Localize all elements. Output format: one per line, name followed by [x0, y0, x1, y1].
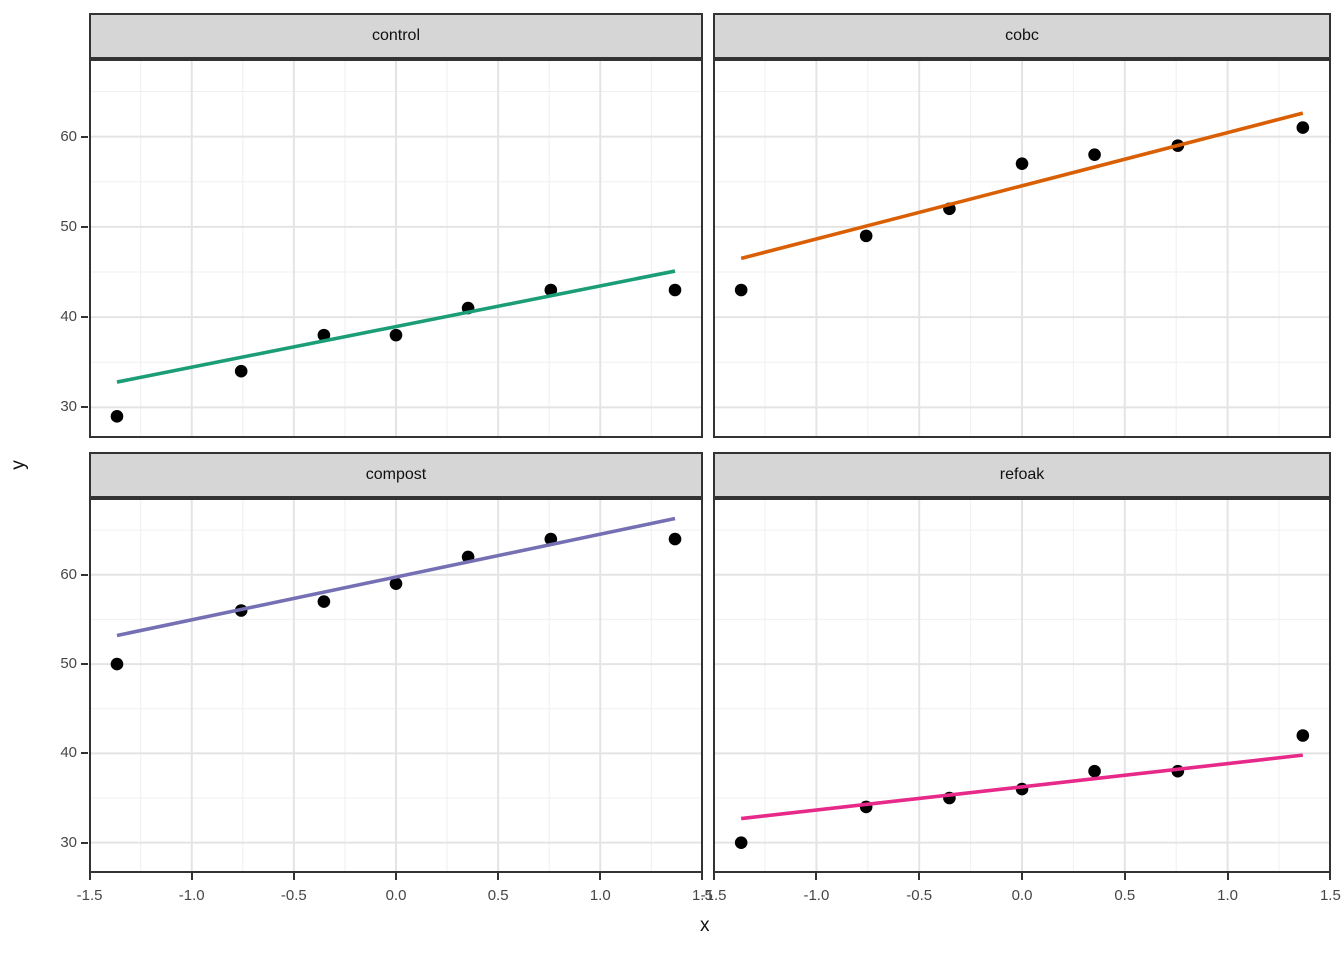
data-point	[317, 595, 331, 608]
x-axis-tick-mark	[815, 873, 818, 880]
facet-plot-control	[89, 59, 703, 438]
data-point	[1296, 121, 1310, 134]
data-point	[734, 283, 748, 297]
y-axis-tick-mark	[81, 573, 88, 576]
data-point	[389, 577, 403, 591]
x-axis-tick-label: -0.5	[280, 887, 307, 904]
data-point	[234, 364, 248, 378]
x-axis-tick-mark	[712, 873, 715, 880]
y-axis-tick-label: 30	[60, 833, 77, 851]
y-axis-tick-mark	[81, 406, 88, 409]
y-axis-tick-label: 40	[60, 744, 77, 762]
x-axis-tick-label: -1.0	[803, 887, 830, 904]
y-axis-tick-mark	[81, 225, 88, 228]
x-axis-tick-label: -0.5	[906, 887, 933, 904]
x-axis-tick-mark	[190, 873, 193, 880]
facet-strip-cobc: cobc	[713, 13, 1331, 59]
facet-plot-refoak	[713, 498, 1331, 873]
y-axis-tick-label: 30	[60, 398, 77, 416]
y-axis-tick-mark	[81, 135, 88, 138]
x-axis-tick-label: 1.5	[691, 887, 713, 904]
x-axis-tick-mark	[599, 873, 602, 880]
x-axis-tick-label: 1.0	[1217, 887, 1238, 904]
x-axis-tick-mark	[1021, 873, 1023, 880]
data-point	[317, 328, 331, 342]
y-axis-tick-label: 60	[60, 565, 77, 583]
facet-plot-cobc	[713, 59, 1331, 438]
data-point	[734, 836, 748, 849]
data-point	[110, 410, 124, 423]
x-axis-tick-label: -1.5	[76, 887, 103, 904]
facet-strip-compost: compost	[89, 452, 703, 498]
facet-strip-label: compost	[365, 466, 427, 483]
data-point	[668, 532, 682, 546]
data-point	[110, 657, 124, 671]
data-point	[389, 328, 403, 342]
data-point	[1015, 157, 1029, 170]
y-axis-title: y	[7, 460, 29, 470]
x-axis-tick-mark	[497, 873, 500, 880]
y-axis-tick-mark	[81, 841, 88, 844]
x-axis-tick-label: 1.0	[589, 887, 611, 904]
y-axis-tick-mark	[81, 316, 88, 319]
x-axis-tick-mark	[1329, 873, 1332, 880]
x-axis-tick-mark	[1123, 873, 1126, 880]
data-point	[1296, 729, 1310, 742]
smooth-line-refoak	[740, 753, 1304, 821]
x-axis-tick-label: 0.5	[1114, 887, 1136, 904]
x-axis-tick-label: 0.0	[385, 887, 407, 904]
x-axis-tick-mark	[1226, 873, 1229, 880]
data-point	[668, 283, 682, 297]
facet-strip-label: control	[371, 27, 421, 44]
x-axis-tick-label: 0.0	[1011, 887, 1033, 904]
x-axis-tick-label: 1.5	[1319, 887, 1341, 904]
facet-plot-compost	[89, 498, 703, 873]
x-axis-tick-label: 0.5	[487, 887, 509, 904]
y-axis-tick-label: 40	[60, 308, 77, 326]
y-axis-tick-label: 50	[60, 655, 77, 673]
data-point	[1088, 148, 1101, 161]
smooth-line-control	[116, 269, 676, 384]
facet-strip-refoak: refoak	[713, 452, 1331, 498]
x-axis-tick-label: -1.0	[178, 887, 205, 904]
facet-strip-label: cobc	[1005, 27, 1039, 44]
x-axis-tick-mark	[292, 873, 295, 880]
smooth-line-cobc	[740, 111, 1304, 261]
data-point	[859, 229, 873, 243]
facet-strip-control: control	[89, 13, 703, 59]
x-axis-title: x	[700, 915, 710, 936]
x-axis-tick-mark	[918, 873, 921, 880]
data-point	[544, 283, 558, 297]
x-axis-tick-mark	[88, 873, 91, 880]
y-axis-tick-label: 50	[60, 217, 77, 235]
x-axis-tick-mark	[701, 873, 704, 880]
x-axis-tick-label: -1.5	[700, 887, 727, 904]
facet-strip-label: refoak	[999, 466, 1045, 483]
x-axis-tick-mark	[395, 873, 397, 880]
y-axis-tick-mark	[81, 752, 88, 755]
smooth-line-compost	[116, 516, 676, 638]
data-point	[1088, 764, 1101, 778]
y-axis-tick-mark	[81, 663, 88, 666]
y-axis-tick-label: 60	[60, 127, 77, 145]
